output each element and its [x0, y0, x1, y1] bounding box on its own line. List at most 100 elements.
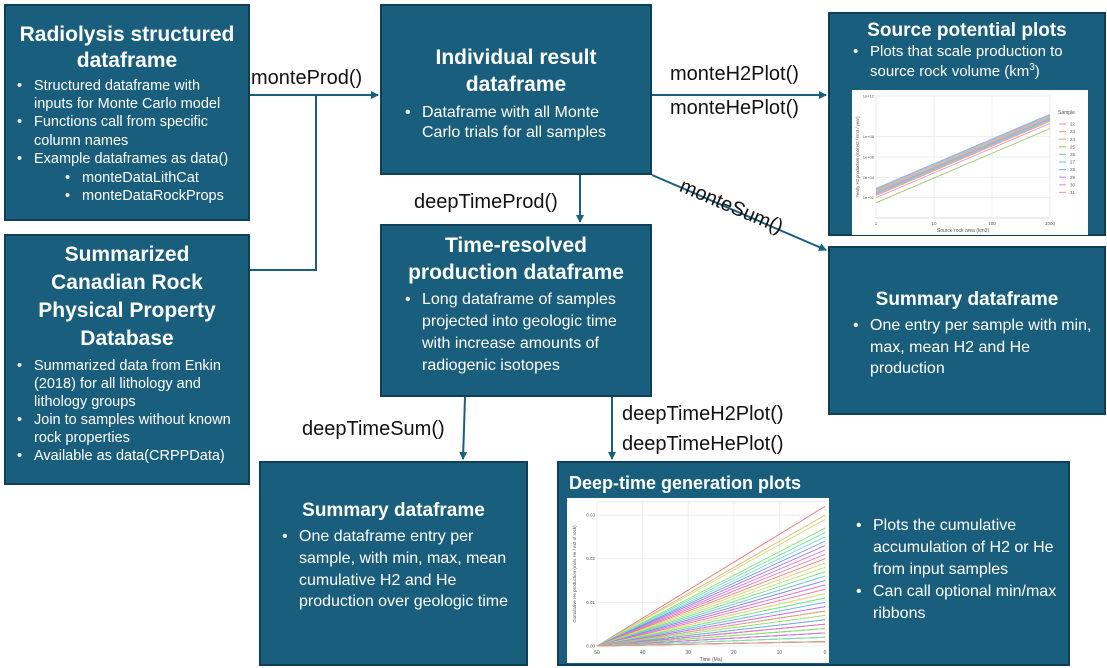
y-tick-label: 1e+04 — [863, 175, 875, 180]
summary-bottom-bullets: One dataframe entry per sample, with min… — [282, 526, 520, 613]
series-line — [596, 588, 826, 647]
radiolysis-sub-bullet: monteDataRockProps — [65, 187, 248, 205]
radiolysis-bullet: Structured dataframe with inputs for Mon… — [17, 77, 240, 113]
y-axis-label: Yearly H2 production (mol H2 / km3 / yea… — [855, 116, 860, 198]
series-line — [596, 606, 826, 647]
legend-label-23: 23 — [1070, 129, 1076, 134]
box-radiolysis-dataframe: Radiolysis structured dataframe Structur… — [4, 4, 250, 221]
source-potential-bullets: Plots that scale production to source ro… — [853, 43, 1098, 82]
legend-label-31: 31 — [1070, 190, 1076, 195]
legend-label-27: 27 — [1070, 160, 1076, 165]
series-line — [596, 584, 826, 647]
series-line — [596, 553, 826, 647]
series-line-31 — [875, 122, 1051, 199]
series-line — [596, 615, 826, 647]
summary-bottom-bullet: One dataframe entry per sample, with min… — [282, 526, 520, 613]
series-line — [596, 532, 826, 647]
label-monteProd: monteProd() — [251, 67, 363, 89]
x-tick-label: 1000 — [1045, 221, 1056, 226]
series-line — [596, 580, 826, 647]
crpp-title: Summarized Canadian Rock Physical Proper… — [38, 243, 216, 350]
legend-label-29: 29 — [1070, 175, 1076, 180]
series-line — [596, 527, 826, 647]
series-line — [596, 558, 826, 647]
x-tick-label: 10 — [931, 221, 937, 226]
series-line — [596, 571, 826, 647]
box-summary-bottom: Summary dataframe One dataframe entry pe… — [259, 461, 528, 666]
deep-time-chart-svg: 50 40 30 20 10 0 0.00 0.01 0.02 0.03 Time (Ma) Cumu… — [572, 501, 827, 663]
x-tick-label: 0 — [824, 650, 827, 656]
series-line — [596, 562, 826, 647]
box-time-resolved: Time-resolved production dataframe Long … — [380, 224, 652, 397]
deep-time-chart: 50 40 30 20 10 0 0.00 0.01 0.02 0.03 Time (Ma) Cumu… — [567, 498, 829, 663]
series-line-22 — [875, 115, 1051, 192]
y-tick-label: 0.03 — [586, 513, 595, 518]
series-line-28 — [875, 117, 1051, 194]
deep-time-bullet: Can call optional min/max ribbons — [856, 581, 1063, 625]
label-deepTimeSum: deepTimeSum() — [302, 418, 445, 440]
legend-label-25: 25 — [1070, 144, 1076, 149]
legend-label-28: 28 — [1070, 167, 1076, 172]
x-axis-label: Source rock area (km3) — [937, 228, 990, 234]
box-deep-time-plots: Deep-time generation plots 50 40 30 20 10 0 0.… — [557, 461, 1070, 666]
label-monteHePlot: monteHePlot() — [670, 97, 799, 119]
y-tick-label: 0.00 — [586, 644, 595, 649]
legend-label-24: 24 — [1070, 137, 1076, 142]
series-line — [596, 593, 826, 647]
series-line — [596, 628, 826, 647]
x-tick-label: 10 — [777, 650, 783, 656]
deep-time-bullet: Plots the cumulative accumulation of H2 … — [856, 515, 1063, 581]
series-line — [596, 549, 826, 647]
crpp-bullet: Summarized data from Enkin (2018) for al… — [17, 357, 240, 411]
source-potential-bullet-end: ) — [1034, 62, 1040, 80]
y-tick-label: 1e+12 — [863, 94, 875, 99]
y-tick-label: 1e+02 — [863, 195, 875, 200]
radiolysis-bullet: Functions call from specific column name… — [17, 113, 240, 149]
series-line-30 — [875, 119, 1051, 196]
x-axis-label: Time (Ma) — [700, 657, 723, 663]
x-tick-label: 1 — [875, 221, 878, 226]
individual-title: Individual result dataframe — [435, 46, 597, 97]
series-line — [596, 623, 826, 647]
time-resolved-bullet: Long dataframe of samples projected into… — [405, 289, 640, 377]
source-potential-bullet: Plots that scale production to source ro… — [853, 43, 1098, 82]
label-deepTimeHePlot: deepTimeHePlot() — [622, 433, 784, 455]
source-potential-bullet-text: Plots that scale production to source ro… — [870, 43, 1063, 80]
series-line — [596, 636, 826, 647]
time-resolved-title: Time-resolved production dataframe — [408, 234, 624, 285]
legend-title: Sample — [1058, 110, 1075, 116]
series-line — [596, 610, 826, 647]
y-axis-label: Cumulative He production (mols He / m3 o… — [572, 525, 577, 623]
radiolysis-bullets: Structured dataframe with inputs for Mon… — [17, 77, 240, 168]
time-resolved-bullets: Long dataframe of samples projected into… — [405, 289, 640, 377]
individual-bullet: Dataframe with all Monte Carlo trials fo… — [405, 103, 640, 143]
crpp-bullets: Summarized data from Enkin (2018) for al… — [17, 357, 240, 466]
summary-bottom-title: Summary dataframe — [302, 500, 485, 521]
radiolysis-sub-bullets: monteDataLithCat monteDataRockProps — [65, 169, 248, 205]
label-monteH2Plot: monteH2Plot() — [670, 63, 799, 85]
x-tick-label: 40 — [640, 650, 646, 656]
arrow-timeresolved-to-summary-bottom — [459, 396, 468, 460]
series-line — [596, 575, 826, 647]
series-line-27 — [875, 114, 1051, 190]
series-line — [596, 567, 826, 647]
series-line-25 — [875, 128, 1051, 204]
radiolysis-sub-bullet: monteDataLithCat — [65, 169, 248, 187]
source-potential-bullet-sup: 3 — [1029, 61, 1035, 73]
source-potential-title: Source potential plots — [867, 20, 1067, 41]
source-potential-chart: 1 10 100 1000 1e+02 1e+04 1e+06 1e+08 1e+12 Sourc… — [852, 90, 1088, 235]
label-deepTimeH2Plot: deepTimeH2Plot() — [622, 403, 784, 425]
radiolysis-title: Radiolysis structured dataframe — [19, 23, 235, 72]
label-deepTimeProd: deepTimeProd() — [414, 191, 558, 213]
y-tick-label: 0.01 — [586, 600, 595, 605]
legend-label-22: 22 — [1070, 122, 1076, 127]
deep-time-bullets: Plots the cumulative accumulation of H2 … — [856, 515, 1063, 625]
individual-bullets: Dataframe with all Monte Carlo trials fo… — [405, 103, 640, 143]
source-potential-chart-svg: 1 10 100 1000 1e+02 1e+04 1e+06 1e+08 1e+12 Sourc… — [855, 94, 1076, 235]
series-line — [596, 514, 826, 647]
y-tick-label: 1e+08 — [863, 134, 875, 139]
deep-time-title: Deep-time generation plots — [569, 473, 802, 493]
summary-right-bullets: One entry per sample with min, max, mean… — [853, 315, 1098, 380]
series-line — [596, 632, 826, 647]
arrow-crpp-to-individual — [250, 95, 317, 271]
